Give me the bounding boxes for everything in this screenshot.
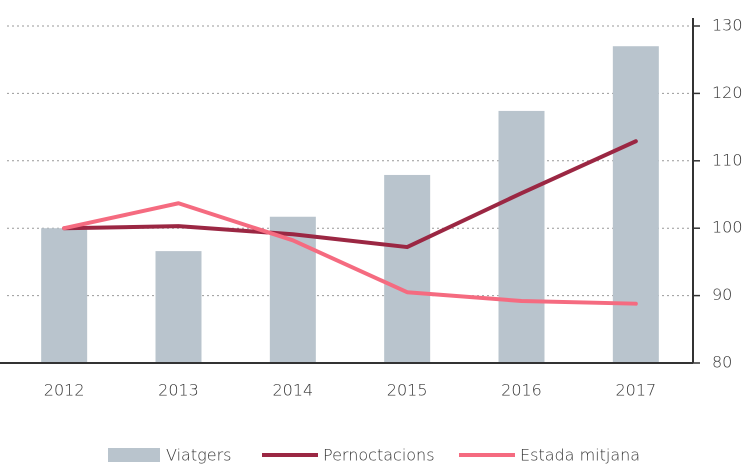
line (62, 139, 638, 250)
x-tick-label: 2016 (501, 381, 542, 400)
legend-label: Viatgers (166, 446, 231, 465)
bar (155, 251, 202, 363)
y-tick-label: 120 (712, 83, 743, 102)
line (62, 201, 638, 306)
legend-label: Estada mitjana (520, 446, 640, 465)
bar (41, 228, 88, 363)
bar (384, 174, 431, 363)
y-tick-label: 80 (712, 353, 732, 372)
y-tick-label: 130 (712, 16, 743, 35)
x-tick-label: 2017 (615, 381, 656, 400)
x-tick-label: 2012 (44, 381, 85, 400)
x-tick-label: 2015 (387, 381, 428, 400)
bar (498, 110, 545, 363)
x-tick-label: 2014 (272, 381, 313, 400)
legend-swatch (108, 448, 160, 462)
y-tick-label: 90 (712, 285, 732, 304)
legend-label: Pernoctacions (323, 446, 435, 465)
x-tick-label: 2013 (158, 381, 199, 400)
y-tick-label: 100 (712, 218, 743, 237)
bar (612, 46, 659, 363)
y-tick-label: 110 (712, 150, 743, 169)
